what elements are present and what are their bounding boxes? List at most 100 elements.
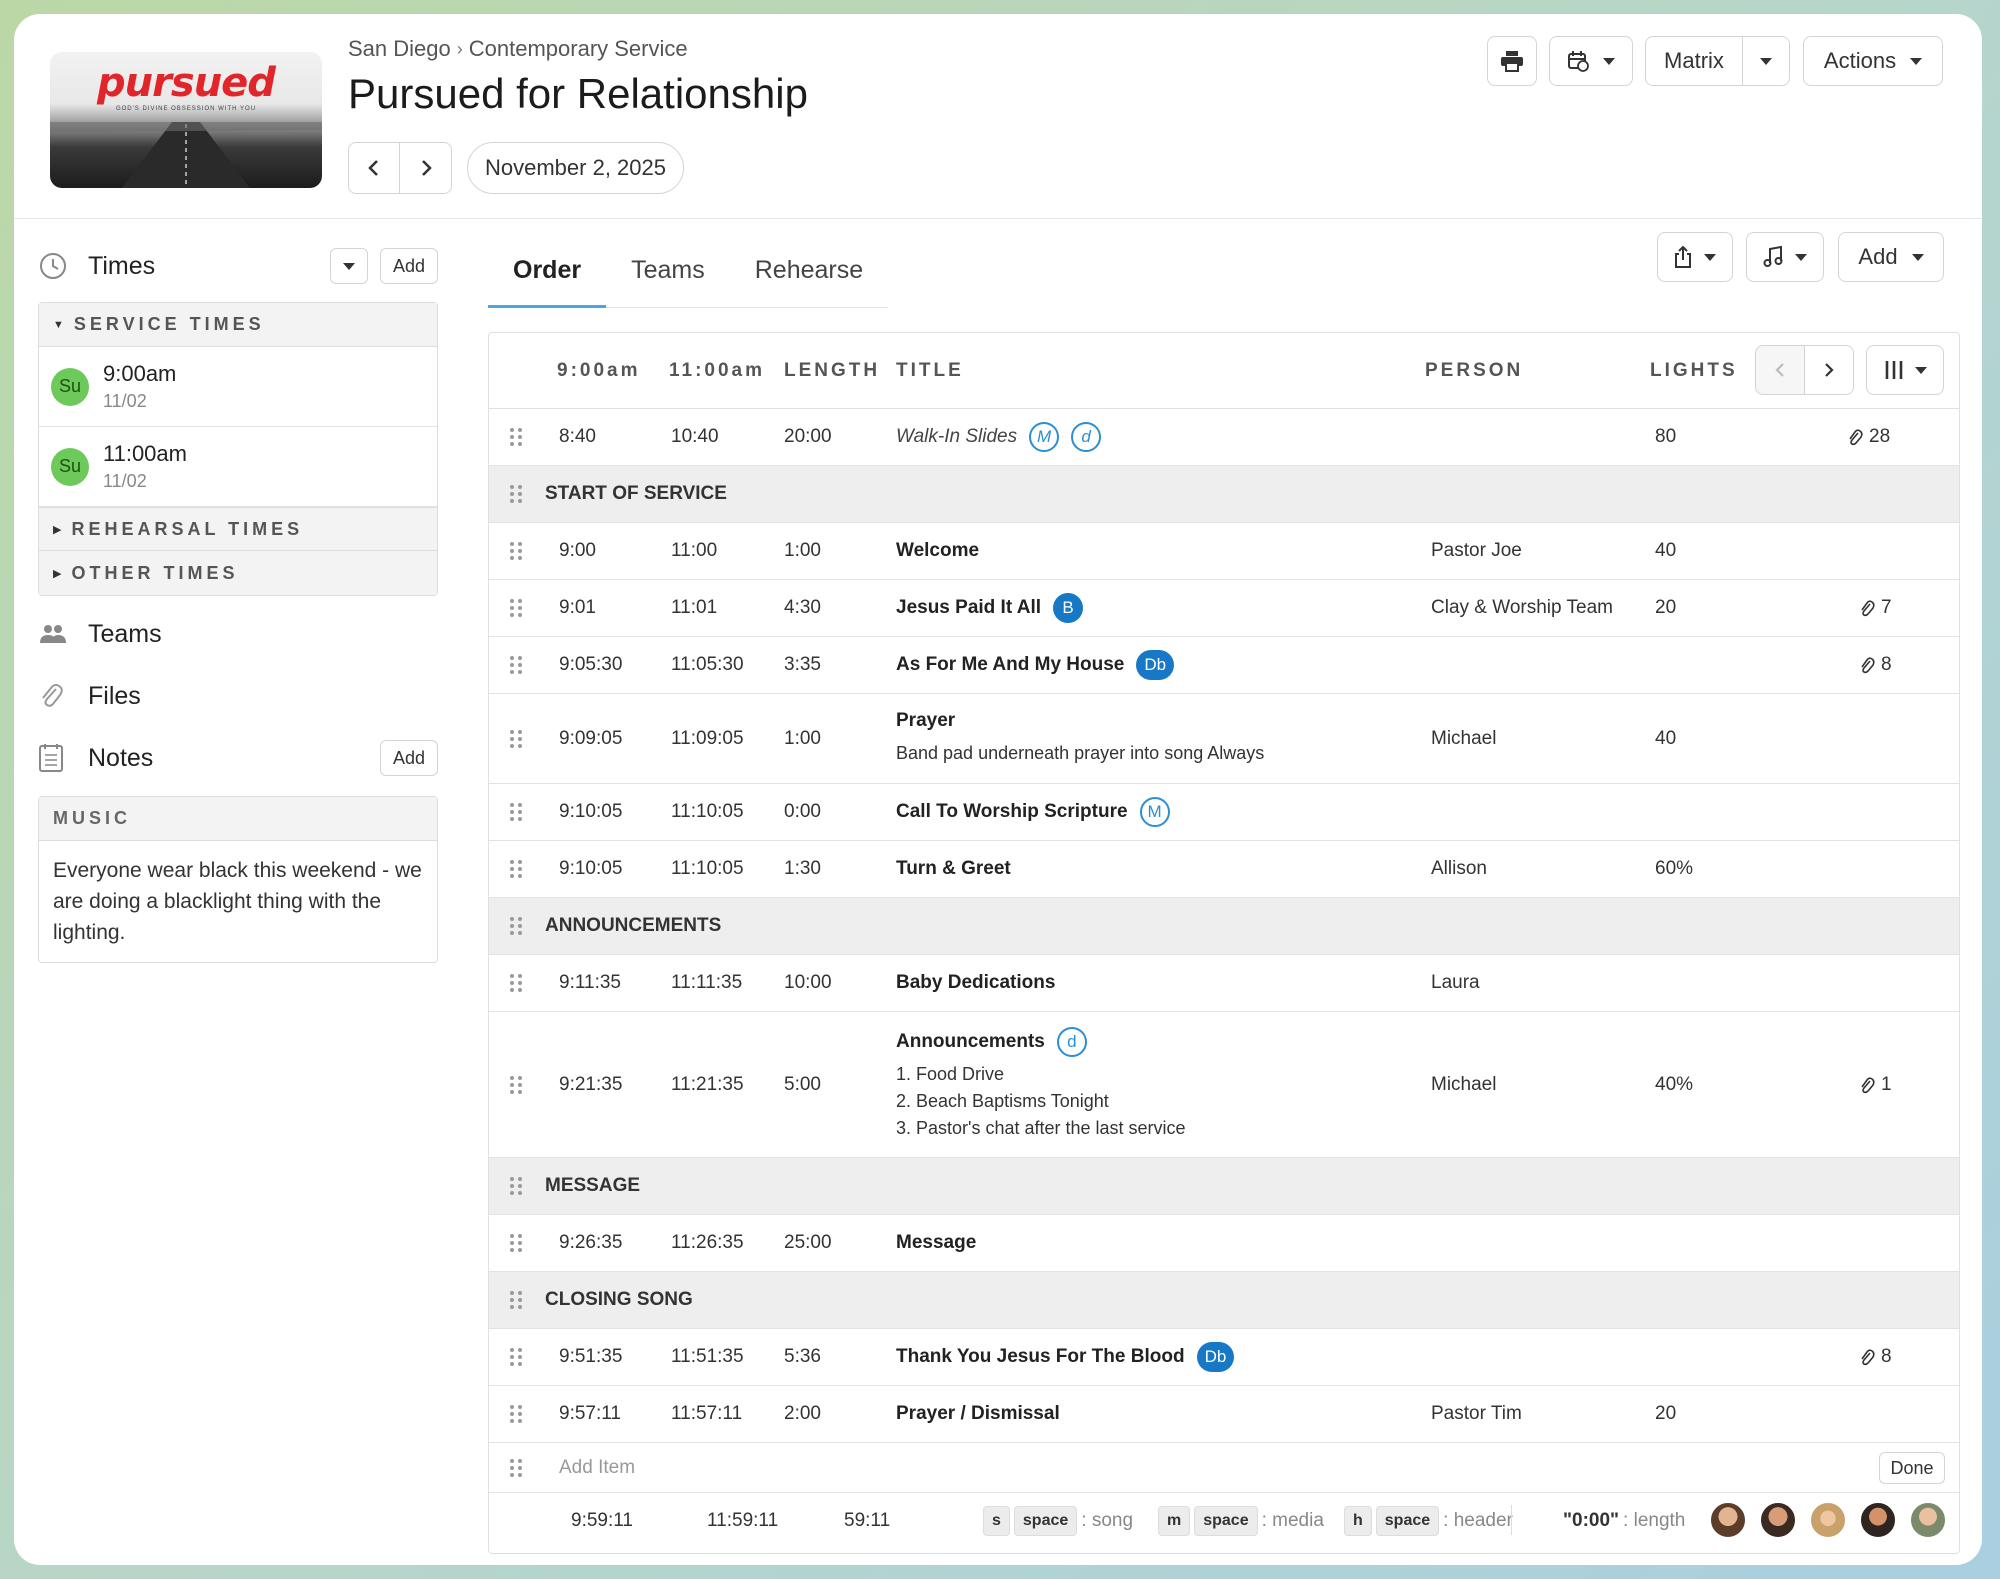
- add-item-menu-button[interactable]: Add: [1838, 232, 1944, 282]
- item-title[interactable]: Turn & Greet: [896, 858, 1011, 879]
- key-badge[interactable]: d: [1056, 1027, 1087, 1057]
- item-title[interactable]: Announcements: [896, 1031, 1045, 1052]
- column-header-time2[interactable]: 11:00am: [669, 359, 766, 381]
- drag-handle-icon[interactable]: [509, 655, 523, 675]
- item-title[interactable]: Prayer: [896, 710, 956, 731]
- drag-handle-icon[interactable]: [509, 1176, 523, 1196]
- lights-cell[interactable]: 20: [1655, 1403, 1677, 1424]
- length-cell[interactable]: 20:00: [784, 426, 832, 447]
- drag-handle-icon[interactable]: [509, 973, 523, 993]
- drag-handle-icon[interactable]: [509, 729, 523, 749]
- table-row[interactable]: 9:05:30 11:05:30 3:35 As For Me And My Hous…: [489, 637, 1959, 694]
- avatar[interactable]: [1809, 1501, 1847, 1539]
- key-badge[interactable]: M: [1029, 422, 1060, 452]
- music-button[interactable]: [1746, 232, 1824, 282]
- lights-cell[interactable]: 40%: [1655, 1073, 1694, 1095]
- breadcrumb-campus[interactable]: San Diego: [348, 36, 451, 61]
- avatar[interactable]: [1709, 1501, 1747, 1539]
- length-cell[interactable]: 3:35: [784, 654, 821, 675]
- table-row[interactable]: 9:09:05 11:09:05 1:00 Prayer Band pad undern…: [489, 694, 1959, 784]
- section-header-row[interactable]: MESSAGE: [489, 1158, 1959, 1215]
- column-header-lights[interactable]: LIGHTS: [1650, 359, 1738, 381]
- length-cell[interactable]: 2:00: [784, 1403, 821, 1424]
- person-cell[interactable]: Allison: [1431, 858, 1487, 879]
- next-plan-button[interactable]: [400, 142, 452, 194]
- drag-handle-icon[interactable]: [509, 598, 523, 618]
- matrix-dropdown-button[interactable]: [1742, 36, 1790, 86]
- person-cell[interactable]: Michael: [1431, 1073, 1497, 1095]
- length-cell[interactable]: 1:00: [784, 727, 821, 749]
- drag-handle-icon[interactable]: [509, 1233, 523, 1253]
- length-cell[interactable]: 10:00: [784, 972, 832, 993]
- person-cell[interactable]: Pastor Tim: [1431, 1403, 1522, 1424]
- drag-handle-icon[interactable]: [509, 1290, 523, 1310]
- calendar-sync-button[interactable]: [1549, 36, 1633, 86]
- music-note-card[interactable]: MUSIC Everyone wear black this weekend -…: [38, 796, 438, 963]
- item-title[interactable]: Baby Dedications: [896, 972, 1056, 993]
- service-time-item[interactable]: Su 9:00am 11/02: [39, 347, 437, 427]
- breadcrumb-service-type[interactable]: Contemporary Service: [468, 36, 688, 61]
- plan-date[interactable]: November 2, 2025: [467, 142, 684, 194]
- person-cell[interactable]: Michael: [1431, 727, 1497, 749]
- table-row[interactable]: 9:10:05 11:10:05 0:00 Call To Worship Scrip…: [489, 784, 1959, 841]
- person-cell[interactable]: Pastor Joe: [1431, 540, 1522, 561]
- table-row[interactable]: 9:21:35 11:21:35 5:00 Announcements d 1. Food…: [489, 1012, 1959, 1158]
- tab-teams[interactable]: Teams: [631, 256, 705, 284]
- key-badge[interactable]: Db: [1196, 1342, 1235, 1372]
- attachments-button[interactable]: 28: [1847, 426, 1890, 448]
- actions-button[interactable]: Actions: [1803, 36, 1943, 86]
- table-row[interactable]: 9:01 11:01 4:30 Jesus Paid It All B Clay & Wo…: [489, 580, 1959, 637]
- share-button[interactable]: [1657, 232, 1733, 282]
- scroll-columns-left-button[interactable]: [1755, 345, 1805, 395]
- section-header-row[interactable]: START OF SERVICE: [489, 466, 1959, 523]
- avatar[interactable]: [1909, 1501, 1947, 1539]
- length-cell[interactable]: 1:30: [784, 858, 821, 879]
- drag-handle-icon[interactable]: [509, 1347, 523, 1367]
- column-header-person[interactable]: PERSON: [1425, 359, 1524, 381]
- drag-handle-icon[interactable]: [509, 916, 523, 936]
- done-button[interactable]: Done: [1879, 1452, 1945, 1484]
- table-row[interactable]: 9:57:11 11:57:11 2:00 Prayer / Dismissal Pas…: [489, 1386, 1959, 1443]
- person-cell[interactable]: Laura: [1431, 972, 1480, 993]
- item-title[interactable]: Prayer / Dismissal: [896, 1403, 1060, 1424]
- lights-cell[interactable]: 20: [1655, 597, 1677, 618]
- section-header-row[interactable]: ANNOUNCEMENTS: [489, 898, 1959, 955]
- attachments-button[interactable]: 7: [1859, 597, 1892, 619]
- length-cell[interactable]: 1:00: [784, 540, 821, 561]
- matrix-button[interactable]: Matrix: [1645, 36, 1743, 86]
- service-time-item[interactable]: Su 11:00am 11/02: [39, 427, 437, 507]
- avatar[interactable]: [1859, 1501, 1897, 1539]
- key-badge[interactable]: B: [1053, 593, 1084, 623]
- table-row[interactable]: 9:10:05 11:10:05 1:30 Turn & Greet Allison 60…: [489, 841, 1959, 898]
- sidebar-teams-row[interactable]: Teams: [38, 608, 438, 660]
- other-times-toggle[interactable]: ▶ OTHER TIMES: [39, 551, 437, 595]
- key-badge[interactable]: d: [1071, 422, 1102, 452]
- item-title[interactable]: Thank You Jesus For The Blood: [896, 1346, 1185, 1367]
- key-badge[interactable]: Db: [1136, 650, 1175, 680]
- print-button[interactable]: [1487, 36, 1537, 86]
- lights-cell[interactable]: 40: [1655, 727, 1677, 749]
- drag-handle-icon[interactable]: [509, 484, 523, 504]
- length-cell[interactable]: 4:30: [784, 597, 821, 618]
- attachments-button[interactable]: 8: [1859, 654, 1892, 676]
- columns-button[interactable]: [1866, 345, 1944, 395]
- table-row[interactable]: 9:00 11:00 1:00 Welcome Pastor Joe 40: [489, 523, 1959, 580]
- lights-cell[interactable]: 80: [1655, 426, 1677, 447]
- person-cell[interactable]: Clay & Worship Team: [1431, 597, 1613, 618]
- drag-handle-icon[interactable]: [509, 1404, 523, 1424]
- length-cell[interactable]: 5:00: [784, 1073, 821, 1095]
- key-badge[interactable]: M: [1139, 797, 1170, 827]
- drag-handle-icon[interactable]: [509, 802, 523, 822]
- item-title[interactable]: Walk-In Slides: [896, 426, 1018, 447]
- lights-cell[interactable]: 60%: [1655, 858, 1694, 879]
- drag-handle-icon[interactable]: [509, 859, 523, 879]
- tab-order[interactable]: Order: [488, 240, 607, 308]
- rehearsal-times-toggle[interactable]: ▶ REHEARSAL TIMES: [39, 507, 437, 551]
- drag-handle-icon[interactable]: [509, 541, 523, 561]
- length-cell[interactable]: 5:36: [784, 1346, 821, 1367]
- avatar[interactable]: [1759, 1501, 1797, 1539]
- length-cell[interactable]: 0:00: [784, 801, 821, 822]
- column-header-time1[interactable]: 9:00am: [557, 359, 641, 381]
- add-note-button[interactable]: Add: [380, 740, 438, 776]
